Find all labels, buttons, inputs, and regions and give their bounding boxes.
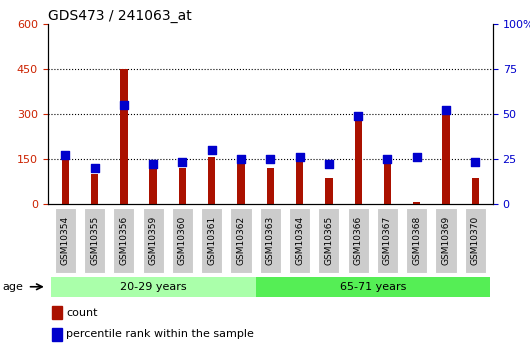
FancyBboxPatch shape — [319, 208, 339, 273]
Point — [354, 113, 363, 118]
Text: GSM10356: GSM10356 — [119, 216, 128, 265]
FancyBboxPatch shape — [465, 208, 486, 273]
Bar — [91, 174, 98, 204]
FancyBboxPatch shape — [201, 208, 222, 273]
FancyBboxPatch shape — [406, 208, 427, 273]
Text: GSM10364: GSM10364 — [295, 216, 304, 265]
Text: 65-71 years: 65-71 years — [340, 282, 406, 292]
Point — [442, 108, 450, 113]
Bar — [149, 163, 157, 204]
Point — [120, 102, 128, 108]
Bar — [208, 157, 215, 204]
Bar — [237, 162, 245, 204]
Bar — [179, 168, 186, 204]
FancyBboxPatch shape — [255, 277, 490, 297]
Text: GSM10368: GSM10368 — [412, 216, 421, 265]
FancyBboxPatch shape — [348, 208, 369, 273]
Point — [412, 154, 421, 160]
Text: GDS473 / 241063_at: GDS473 / 241063_at — [48, 9, 191, 23]
FancyBboxPatch shape — [172, 208, 193, 273]
Point — [325, 161, 333, 167]
Point — [237, 156, 245, 161]
Text: GSM10355: GSM10355 — [90, 216, 99, 265]
Point — [207, 147, 216, 152]
Text: GSM10367: GSM10367 — [383, 216, 392, 265]
Text: GSM10361: GSM10361 — [207, 216, 216, 265]
Text: GSM10362: GSM10362 — [236, 216, 245, 265]
Point — [383, 156, 392, 161]
FancyBboxPatch shape — [231, 208, 252, 273]
Bar — [296, 160, 303, 204]
Bar — [267, 168, 274, 204]
Bar — [52, 328, 62, 341]
Text: count: count — [66, 308, 98, 318]
Point — [149, 161, 157, 167]
Bar — [61, 160, 69, 204]
Bar — [443, 108, 449, 204]
Point — [295, 154, 304, 160]
Text: GSM10365: GSM10365 — [324, 216, 333, 265]
Text: age: age — [2, 282, 23, 292]
FancyBboxPatch shape — [84, 208, 105, 273]
Point — [266, 156, 275, 161]
Text: GSM10369: GSM10369 — [441, 216, 450, 265]
Bar — [120, 69, 128, 204]
FancyBboxPatch shape — [289, 208, 310, 273]
FancyBboxPatch shape — [51, 277, 255, 297]
FancyBboxPatch shape — [143, 208, 164, 273]
Point — [471, 159, 480, 165]
Bar — [325, 178, 332, 204]
FancyBboxPatch shape — [377, 208, 398, 273]
FancyBboxPatch shape — [436, 208, 456, 273]
Text: GSM10370: GSM10370 — [471, 216, 480, 265]
Bar — [355, 117, 362, 204]
FancyBboxPatch shape — [55, 208, 76, 273]
Point — [178, 159, 187, 165]
Bar — [52, 306, 62, 319]
Point — [61, 152, 69, 158]
Point — [90, 165, 99, 170]
Text: GSM10359: GSM10359 — [148, 216, 157, 265]
FancyBboxPatch shape — [113, 208, 135, 273]
Bar — [472, 178, 479, 204]
Text: percentile rank within the sample: percentile rank within the sample — [66, 329, 254, 339]
FancyBboxPatch shape — [260, 208, 281, 273]
Text: GSM10363: GSM10363 — [266, 216, 275, 265]
Text: GSM10366: GSM10366 — [354, 216, 363, 265]
Text: GSM10360: GSM10360 — [178, 216, 187, 265]
Text: GSM10354: GSM10354 — [61, 216, 70, 265]
Bar — [384, 163, 391, 204]
Text: 20-29 years: 20-29 years — [120, 282, 187, 292]
Bar — [413, 202, 420, 204]
